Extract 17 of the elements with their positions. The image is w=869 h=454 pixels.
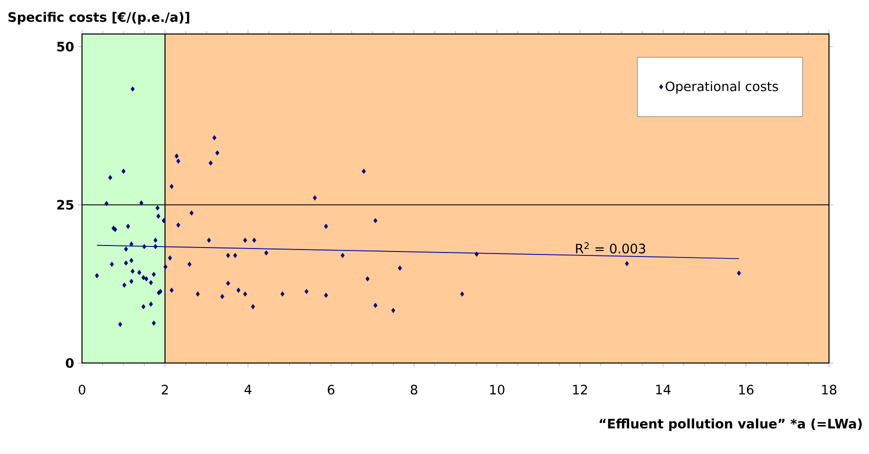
x-tick-label: 0 <box>78 384 86 395</box>
x-tick-label: 6 <box>328 384 334 395</box>
x-tick-label: 18 <box>822 384 836 395</box>
x-axis-title: “Effluent pollution value” *a (=LWa) <box>600 418 862 432</box>
x-tick-label: 4 <box>244 384 252 394</box>
y-tick-label: 50 <box>57 42 74 52</box>
y-tick-label: 0 <box>66 358 74 368</box>
annotation: R$^{2}$ = 0.003 <box>576 242 646 254</box>
x-tick-label: 14 <box>656 384 671 394</box>
x-tick-label: 16 <box>739 384 754 395</box>
legend-label: Operational costs <box>666 81 778 94</box>
x-tick-label: 2 <box>162 384 168 394</box>
y-axis-title: Specific costs [€/(p.e./a)] <box>8 12 190 24</box>
x-tick-label: 12 <box>573 384 587 394</box>
y-tick-label: 25 <box>57 200 74 210</box>
x-tick-label: 10 <box>490 384 504 395</box>
x-tick-label: 8 <box>410 384 418 395</box>
